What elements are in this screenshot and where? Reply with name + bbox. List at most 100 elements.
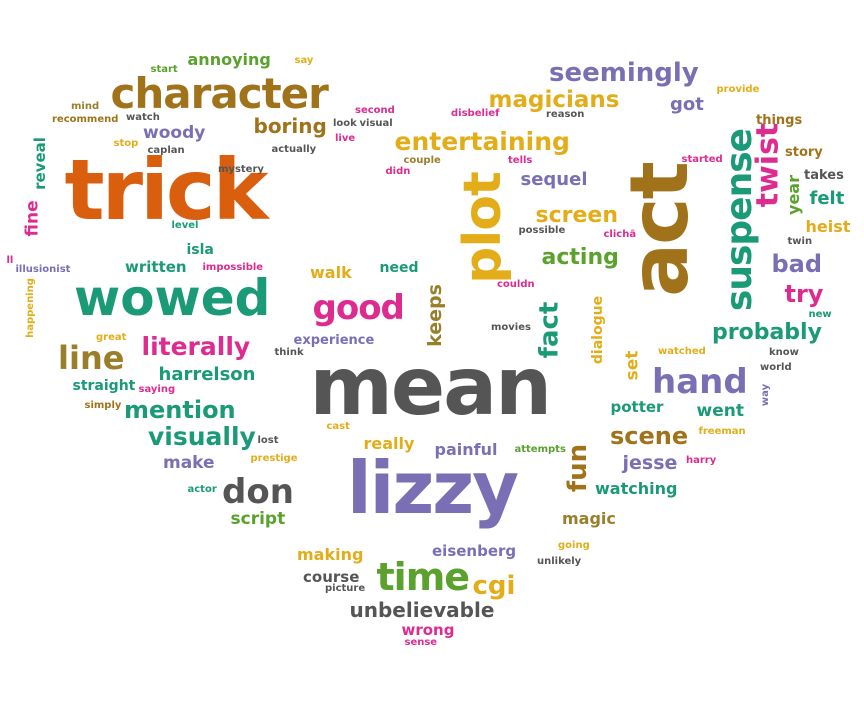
word-going: going <box>558 540 590 551</box>
word-couple: couple <box>403 155 441 166</box>
word-watched: watched <box>658 346 706 357</box>
word-fact: fact <box>533 301 564 359</box>
word-takes: takes <box>804 167 844 183</box>
word-disbelief: disbelief <box>451 108 500 119</box>
word-great: great <box>96 332 127 343</box>
word-reason: reason <box>546 109 585 120</box>
word-written: written <box>125 257 187 276</box>
word-twin: twin <box>787 236 813 247</box>
word-watching: watching <box>595 479 678 498</box>
word-twist: twist <box>749 122 785 208</box>
word-know: know <box>769 347 799 358</box>
word-scene: scene <box>610 422 689 450</box>
word-tells: tells <box>508 155 533 166</box>
word-didn: didn <box>385 166 411 177</box>
word-actually: actually <box>271 144 317 155</box>
word-wowed: wowed <box>74 269 271 327</box>
word-time: time <box>376 555 471 599</box>
word-jesse: jesse <box>622 451 678 474</box>
word-course: course <box>303 567 360 586</box>
word-really: really <box>363 434 415 453</box>
word-cliche: clichã <box>603 229 637 240</box>
word-set: set <box>622 350 643 380</box>
word-level: level <box>171 220 199 231</box>
word-mention: mention <box>124 396 236 424</box>
word-boring: boring <box>253 114 327 138</box>
word-attempts: attempts <box>514 444 566 455</box>
word-watch: watch <box>126 112 160 123</box>
word-walk: walk <box>310 263 352 282</box>
word-good: good <box>312 288 405 328</box>
word-world: world <box>760 362 792 373</box>
word-freeman: freeman <box>698 426 746 437</box>
word-sense: sense <box>404 637 438 648</box>
word-mean: mean <box>309 340 553 433</box>
word-recommend: recommend <box>52 114 119 125</box>
word-mystery: mystery <box>218 164 264 175</box>
word-got: got <box>670 94 704 115</box>
word-felt: felt <box>809 188 845 209</box>
word-prestige: prestige <box>250 453 298 464</box>
word-entertaining: entertaining <box>394 126 570 156</box>
word-new: new <box>808 309 832 320</box>
word-start: start <box>150 64 178 75</box>
word-experience: experience <box>293 332 375 348</box>
word-sequel: sequel <box>520 169 588 190</box>
word-need: need <box>379 260 419 276</box>
word-harrelson: harrelson <box>158 364 256 385</box>
word-make: make <box>163 452 215 473</box>
word-simply: simply <box>84 400 122 411</box>
word-fine: fine <box>22 199 43 237</box>
word-keeps: keeps <box>423 283 446 347</box>
word-year: year <box>783 175 803 215</box>
word-cast: cast <box>326 421 350 432</box>
word-script: script <box>230 508 286 529</box>
word-character: character <box>110 69 329 118</box>
word-painful: painful <box>434 440 498 459</box>
word-magic: magic <box>562 509 616 528</box>
word-stop: stop <box>113 138 139 149</box>
word-caplan: caplan <box>147 145 185 156</box>
word-wrong: wrong <box>401 620 455 639</box>
word-way: way <box>760 383 772 407</box>
word-actor: actor <box>187 484 217 495</box>
word-visually: visually <box>148 421 256 451</box>
word-saying: saying <box>138 384 176 395</box>
word-isla: isla <box>186 242 214 258</box>
word-fun: fun <box>563 443 594 493</box>
word-illusionist: illusionist <box>15 264 71 275</box>
word-ll: ll <box>6 255 14 266</box>
word-cgi: cgi <box>472 571 516 601</box>
word-bad: bad <box>771 250 823 278</box>
word-acting: acting <box>541 245 619 270</box>
word-mind: mind <box>71 101 100 112</box>
word-provide: provide <box>716 84 760 95</box>
word-literally: literally <box>141 331 251 361</box>
word-went: went <box>696 400 744 421</box>
word-eisenberg: eisenberg <box>432 541 517 560</box>
word-story: story <box>785 144 823 160</box>
word-try: try <box>784 280 824 308</box>
word-screen: screen <box>535 203 619 228</box>
word-movies: movies <box>491 322 531 333</box>
word-things: things <box>756 112 803 128</box>
word-say: say <box>294 55 314 66</box>
word-reveal: reveal <box>30 136 49 190</box>
word-heist: heist <box>805 217 851 236</box>
word-picture: picture <box>325 583 366 594</box>
word-probably: probably <box>712 320 822 345</box>
word-don: don <box>222 472 294 512</box>
word-dialogue: dialogue <box>590 295 607 365</box>
word-visual: visual <box>359 118 393 129</box>
word-happening: happening <box>24 278 36 338</box>
word-started: started <box>681 154 723 165</box>
word-live: live <box>335 133 356 144</box>
word-straight: straight <box>72 378 136 394</box>
word-couldn: couldn <box>497 279 535 290</box>
word-seemingly: seemingly <box>549 58 699 88</box>
word-hand: hand <box>652 362 748 402</box>
word-line: line <box>58 339 125 377</box>
word-second: second <box>355 105 395 116</box>
word-unbelievable: unbelievable <box>349 598 495 622</box>
